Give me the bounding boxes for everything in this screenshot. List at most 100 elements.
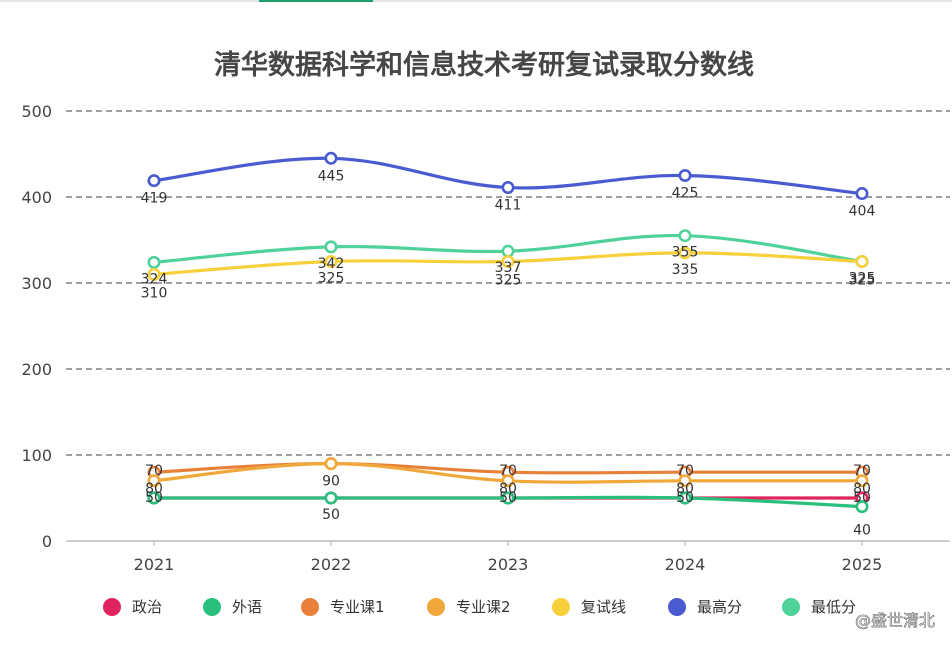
data-label: 50 <box>322 507 340 523</box>
data-point[interactable] <box>147 491 161 505</box>
data-label: 425 <box>672 186 699 202</box>
data-label: 325 <box>849 273 876 289</box>
y-tick-label: 300 <box>21 274 52 293</box>
legend-label: 复试线 <box>581 598 626 616</box>
data-point[interactable] <box>855 254 869 268</box>
watermark-text: @盛世清北 <box>855 611 935 630</box>
data-point[interactable] <box>324 491 338 505</box>
data-label: 50 <box>676 490 694 506</box>
data-label: 40 <box>853 523 871 539</box>
data-point[interactable] <box>147 267 161 281</box>
data-point[interactable] <box>678 169 692 183</box>
legend-label: 最高分 <box>697 598 742 616</box>
data-point[interactable] <box>501 474 515 488</box>
data-point[interactable] <box>147 255 161 269</box>
data-point[interactable] <box>678 229 692 243</box>
legend-item[interactable]: 最低分 <box>782 598 856 616</box>
top-tab-bar <box>0 0 952 2</box>
data-label: 404 <box>849 204 876 220</box>
legend-item[interactable]: 外语 <box>203 598 262 616</box>
watermark: @盛世清北 <box>855 611 936 631</box>
data-point[interactable] <box>678 491 692 505</box>
legend-item[interactable]: 最高分 <box>668 598 742 616</box>
data-label: 325 <box>849 271 876 287</box>
legend-swatch <box>552 598 570 616</box>
legend-label: 政治 <box>132 598 162 616</box>
data-point[interactable] <box>147 174 161 188</box>
legend-swatch <box>427 598 445 616</box>
data-label: 70 <box>853 463 871 479</box>
series-复试线 <box>147 246 869 281</box>
data-label: 310 <box>141 285 168 301</box>
legend-label: 外语 <box>232 598 262 616</box>
x-tick-label: 2024 <box>665 555 706 574</box>
data-point[interactable] <box>147 474 161 488</box>
x-tick-label: 2021 <box>134 555 175 574</box>
x-tick-label: 2025 <box>842 555 883 574</box>
legend-label: 最低分 <box>811 598 856 616</box>
legend-item[interactable]: 专业课2 <box>427 598 511 616</box>
data-point[interactable] <box>678 246 692 260</box>
legend-label: 专业课1 <box>330 598 385 616</box>
data-label: 411 <box>495 198 522 214</box>
data-label: 70 <box>145 463 163 479</box>
legend-item[interactable]: 政治 <box>103 598 162 616</box>
data-point[interactable] <box>501 244 515 258</box>
x-tick-label: 2022 <box>311 555 352 574</box>
data-label: 419 <box>141 191 168 207</box>
data-point[interactable] <box>324 240 338 254</box>
legend: 政治 外语 专业课1 专业课2 复试线 最高分 最低分 <box>103 598 856 616</box>
data-point[interactable] <box>501 181 515 195</box>
legend-item[interactable]: 复试线 <box>552 598 626 616</box>
data-label: 342 <box>318 256 345 272</box>
data-label: 50 <box>145 490 163 506</box>
x-tick-label: 2023 <box>488 555 529 574</box>
y-tick-label: 500 <box>21 102 52 121</box>
data-point[interactable] <box>855 474 869 488</box>
series-layer <box>147 151 869 514</box>
legend-swatch <box>668 598 686 616</box>
data-point[interactable] <box>501 491 515 505</box>
legend-label: 专业课2 <box>456 598 511 616</box>
legend-swatch <box>103 598 121 616</box>
series-专业课2 <box>147 457 869 488</box>
data-label: 325 <box>495 273 522 289</box>
legend-item[interactable]: 专业课1 <box>301 598 385 616</box>
data-label: 80 <box>499 481 517 497</box>
data-point[interactable] <box>678 474 692 488</box>
data-label: 325 <box>318 271 345 287</box>
legend-swatch <box>301 598 319 616</box>
data-point[interactable] <box>855 500 869 514</box>
data-point[interactable] <box>324 457 338 471</box>
series-外语 <box>147 491 869 514</box>
data-label: 80 <box>853 481 871 497</box>
data-point[interactable] <box>501 254 515 268</box>
data-label: 50 <box>499 490 517 506</box>
data-label: 445 <box>318 168 345 184</box>
data-label: 70 <box>499 463 517 479</box>
legend-swatch <box>203 598 221 616</box>
data-label: 70 <box>676 463 694 479</box>
data-label: 90 <box>322 474 340 490</box>
grid-lines <box>66 110 950 456</box>
chart-title: 清华数据科学和信息技术考研复试录取分数线 <box>214 49 754 81</box>
data-label: 355 <box>672 245 699 261</box>
data-labels: 419 445 411 425 404 324 342 337 355 325 310 325 325 3… <box>141 168 876 538</box>
top-tab-active-indicator <box>259 0 373 2</box>
y-tick-label: 0 <box>42 532 52 551</box>
data-label: 50 <box>853 490 871 506</box>
axes: 0 100 200 300 400 500 2021 2022 2023 2024 2025 <box>21 102 950 574</box>
legend-swatch <box>782 598 800 616</box>
data-label: 335 <box>672 262 699 278</box>
data-point[interactable] <box>324 254 338 268</box>
data-label: 80 <box>676 481 694 497</box>
y-tick-label: 400 <box>21 188 52 207</box>
y-tick-label: 100 <box>21 446 52 465</box>
data-point[interactable] <box>855 187 869 201</box>
data-point[interactable] <box>324 151 338 165</box>
data-label: 324 <box>141 271 168 287</box>
series-最高分 <box>147 151 869 201</box>
y-tick-label: 200 <box>21 360 52 379</box>
